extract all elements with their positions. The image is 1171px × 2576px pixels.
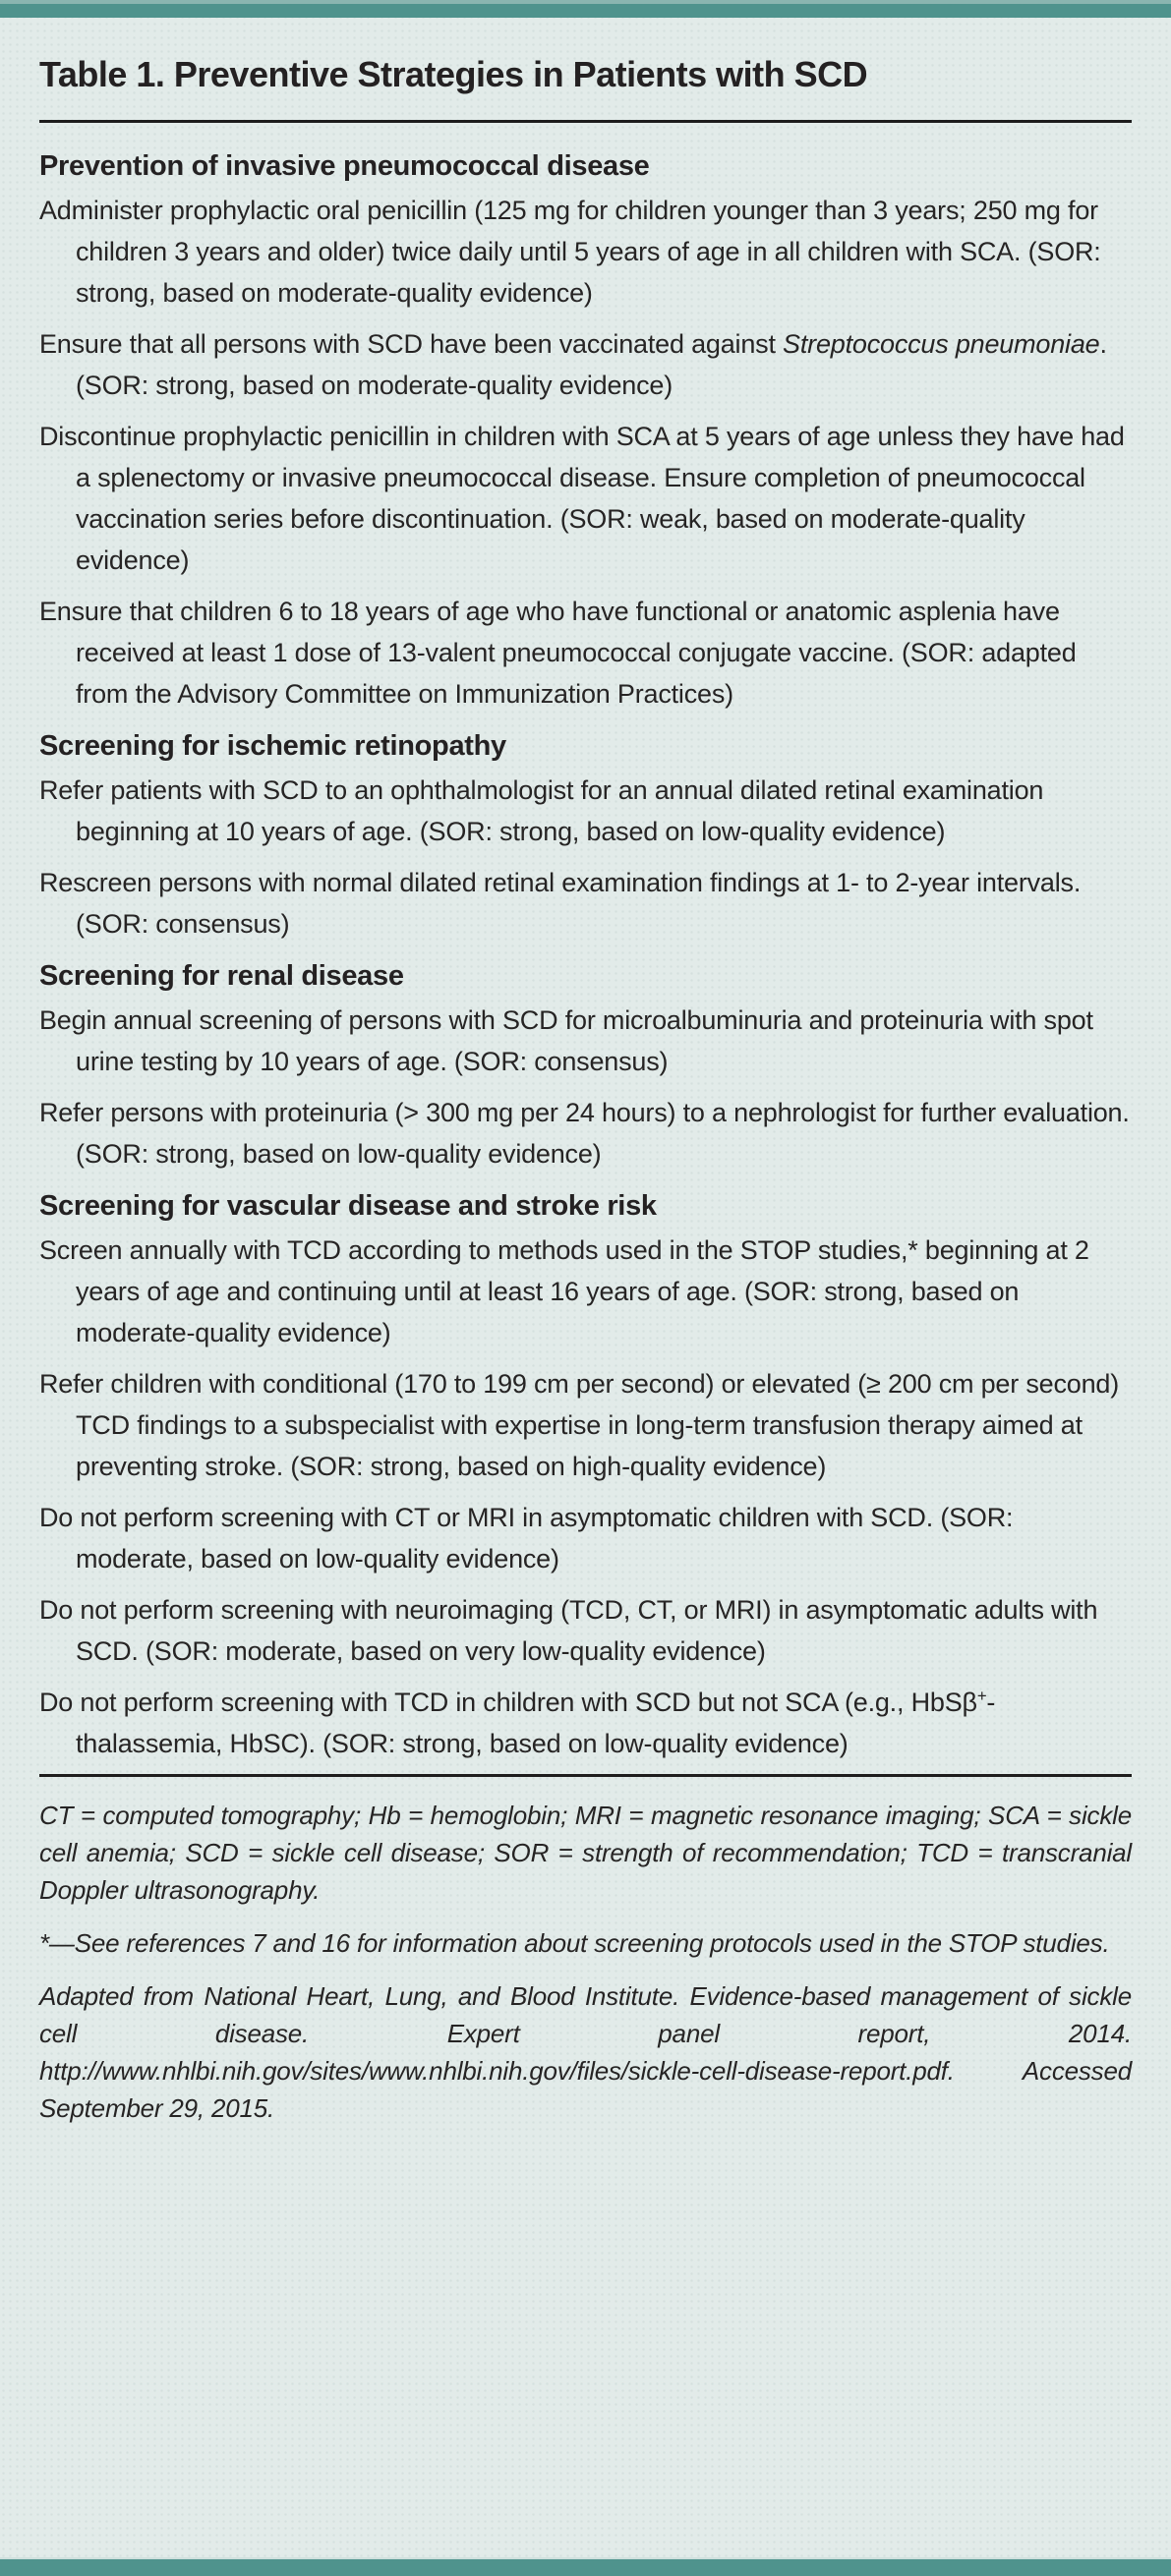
section-heading: Screening for ischemic retinopathy (39, 730, 506, 762)
footnote: CT = computed tomography; Hb = hemoglobi… (39, 1801, 1132, 1905)
table-content: Table 1. Preventive Strategies in Patien… (0, 53, 1171, 2127)
recommendation-item: Rescreen persons with normal dilated ret… (39, 862, 1132, 945)
recommendation-item: Refer patients with SCD to an ophthalmol… (39, 770, 1132, 852)
text-segment: Refer children with conditional (170 to … (39, 1369, 1120, 1481)
text-segment: . (SOR: strong, based on moderate-qualit… (76, 329, 1107, 400)
footnotes: CT = computed tomography; Hb = hemoglobi… (39, 1797, 1132, 2127)
text-segment: Refer persons with proteinuria (> 300 mg… (39, 1098, 1130, 1169)
text-segment: Do not perform screening with neuroimagi… (39, 1595, 1098, 1666)
recommendation-item: Ensure that all persons with SCD have be… (39, 323, 1132, 406)
italic-term: Streptococcus pneumoniae (783, 329, 1100, 359)
text-segment: Refer patients with SCD to an ophthalmol… (39, 775, 1044, 846)
section-heading: Screening for vascular disease and strok… (39, 1190, 657, 1222)
section-heading: Prevention of invasive pneumococcal dise… (39, 150, 650, 182)
footnote: *—See references 7 and 16 for informatio… (39, 1928, 1110, 1958)
bottom-accent-bar (0, 2557, 1171, 2576)
table-section: Prevention of invasive pneumococcal dise… (39, 146, 1132, 715)
text-segment: Administer prophylactic oral penicillin … (39, 196, 1101, 308)
recommendation-item: Refer persons with proteinuria (> 300 mg… (39, 1092, 1132, 1174)
text-segment: Begin annual screening of persons with S… (39, 1005, 1093, 1076)
recommendation-item: Ensure that children 6 to 18 years of ag… (39, 591, 1132, 715)
text-segment: -thalassemia, HbSC). (SOR: strong, based… (76, 1688, 996, 1758)
recommendation-item: Refer children with conditional (170 to … (39, 1363, 1132, 1487)
top-accent-bar (0, 0, 1171, 18)
recommendation-item: Do not perform screening with neuroimagi… (39, 1589, 1132, 1672)
text-segment: Do not perform screening with TCD in chi… (39, 1688, 977, 1717)
recommendation-item: Do not perform screening with CT or MRI … (39, 1497, 1132, 1579)
text-segment: Ensure that all persons with SCD have be… (39, 329, 784, 359)
table-title: Table 1. Preventive Strategies in Patien… (39, 54, 868, 94)
superscript: + (976, 1687, 987, 1705)
sections: Prevention of invasive pneumococcal dise… (39, 146, 1132, 1764)
recommendation-item: Begin annual screening of persons with S… (39, 1000, 1132, 1082)
text-segment: Do not perform screening with CT or MRI … (39, 1503, 1014, 1574)
recommendation-item: Screen annually with TCD according to me… (39, 1230, 1132, 1353)
title-divider (39, 120, 1132, 123)
section-heading: Screening for renal disease (39, 960, 404, 992)
recommendation-item: Do not perform screening with TCD in chi… (39, 1682, 1132, 1764)
text-segment: Rescreen persons with normal dilated ret… (39, 868, 1082, 939)
recommendation-item: Discontinue prophylactic penicillin in c… (39, 416, 1132, 581)
text-segment: Ensure that children 6 to 18 years of ag… (39, 597, 1077, 709)
text-segment: Screen annually with TCD according to me… (39, 1235, 1089, 1347)
table-section: Screening for vascular disease and strok… (39, 1186, 1132, 1764)
footnote-divider (39, 1774, 1132, 1777)
table-section: Screening for ischemic retinopathy Refer … (39, 726, 1132, 945)
footnote: Adapted from National Heart, Lung, and B… (39, 1981, 1132, 2123)
recommendation-item: Administer prophylactic oral penicillin … (39, 190, 1132, 314)
text-segment: Discontinue prophylactic penicillin in c… (39, 422, 1125, 575)
table-section: Screening for renal disease Begin annual … (39, 956, 1132, 1174)
